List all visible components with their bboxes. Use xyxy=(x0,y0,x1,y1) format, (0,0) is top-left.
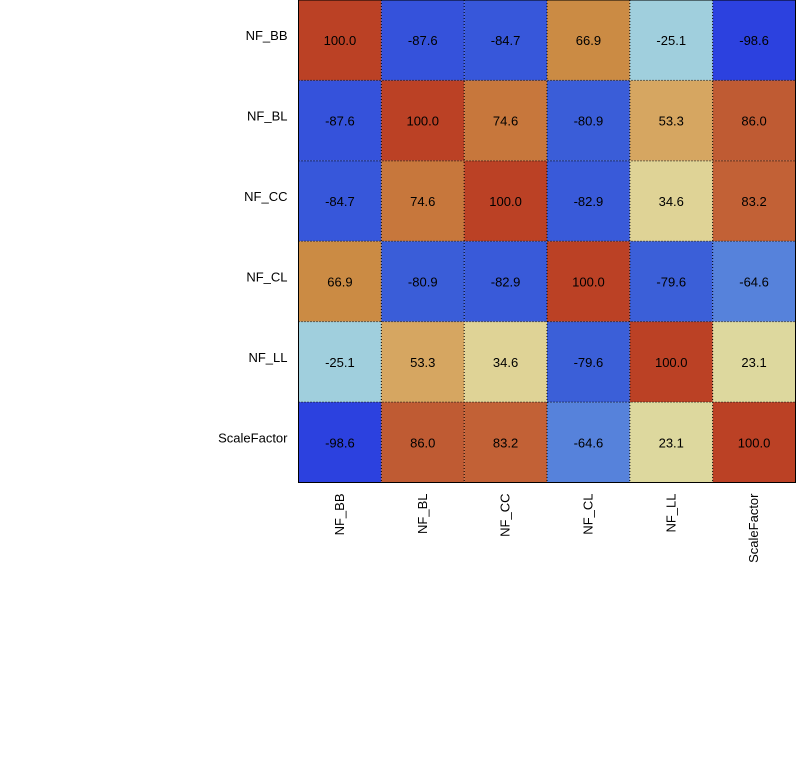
heatmap-cell-ScaleFactor-NF_BL xyxy=(381,402,465,483)
x-tick-label-NF_LL: NF_LL xyxy=(663,494,678,533)
cell-value-label: 23.1 xyxy=(659,435,684,450)
y-tick-label-NF_BB: NF_BB xyxy=(246,28,288,43)
y-tick-label-NF_CL: NF_CL xyxy=(246,269,287,284)
heatmap-cell-ScaleFactor-NF_BB xyxy=(298,402,382,483)
heatmap-cell-NF_BL-NF_BL xyxy=(381,80,465,161)
heatmap-cell-NF_CC-ScaleFactor xyxy=(712,160,796,242)
heatmap-cell-NF_LL-NF_CC xyxy=(464,321,547,403)
cell-value-label: -98.6 xyxy=(325,435,355,450)
cell-value-label: 53.3 xyxy=(410,355,435,370)
heatmap-cell-NF_BL-NF_LL xyxy=(629,80,713,161)
cell-value-label: 83.2 xyxy=(741,194,766,209)
y-tick-label-ScaleFactor: ScaleFactor xyxy=(218,430,288,445)
heatmap-cell-NF_CL-NF_BL xyxy=(381,241,465,322)
cell-value-label: -80.9 xyxy=(574,114,604,129)
cell-value-label: -25.1 xyxy=(656,33,686,48)
y-tick-label-NF_LL: NF_LL xyxy=(248,350,287,365)
cell-value-label: 66.9 xyxy=(327,274,352,289)
x-tick-label-ScaleFactor: ScaleFactor xyxy=(746,493,761,563)
heatmap-cell-NF_BL-ScaleFactor xyxy=(712,80,796,161)
cell-value-label: -64.6 xyxy=(574,435,604,450)
cell-value-label: -82.9 xyxy=(491,274,521,289)
cell-value-label: -87.6 xyxy=(408,33,438,48)
heatmap-cell-NF_BB-NF_CL xyxy=(547,0,630,81)
cell-value-label: -82.9 xyxy=(574,194,604,209)
x-tick-label-NF_BL: NF_BL xyxy=(415,494,430,534)
x-axis-tick-labels: NF_BB NF_BL NF_CC NF_CL NF_LL ScaleFactor xyxy=(332,493,761,563)
heatmap-cell-ScaleFactor-NF_LL xyxy=(629,402,713,483)
cell-value-label: 83.2 xyxy=(493,435,518,450)
heatmap-cell-NF_CC-NF_BB xyxy=(298,160,382,242)
cell-value-label: -84.7 xyxy=(325,194,355,209)
y-tick-label-NF_BL: NF_BL xyxy=(247,109,287,124)
x-tick-label-NF_CC: NF_CC xyxy=(498,494,513,537)
heatmap-cell-NF_BL-NF_CL xyxy=(547,80,630,161)
x-tick-label-NF_BB: NF_BB xyxy=(332,494,347,536)
cell-value-label: 74.6 xyxy=(493,114,518,129)
y-tick-label-NF_CC: NF_CC xyxy=(244,189,287,204)
heatmap-cell-NF_CC-NF_BL xyxy=(381,160,465,242)
cell-value-label: 34.6 xyxy=(659,194,684,209)
heatmap-cell-NF_CL-ScaleFactor xyxy=(712,241,796,322)
cell-value-label: -80.9 xyxy=(408,274,438,289)
cell-value-label: 53.3 xyxy=(659,114,684,129)
heatmap-cell-NF_LL-NF_BL xyxy=(381,321,465,403)
cell-value-label: 86.0 xyxy=(741,114,766,129)
heatmap-cell-NF_BL-NF_CC xyxy=(464,80,547,161)
heatmap-cell-NF_LL-NF_BB xyxy=(298,321,382,403)
heatmap-cell-NF_LL-ScaleFactor xyxy=(712,321,796,403)
cell-value-label: 66.9 xyxy=(576,33,601,48)
cell-value-label: 86.0 xyxy=(410,435,435,450)
heatmap-cell-NF_BL-NF_BB xyxy=(298,80,382,161)
cell-value-label: 74.6 xyxy=(410,194,435,209)
cell-value-label: 100.0 xyxy=(572,274,605,289)
heatmap-cell-NF_BB-NF_LL xyxy=(629,0,713,81)
heatmap-cell-NF_CC-NF_CL xyxy=(547,160,630,242)
heatmap-cell-NF_LL-NF_CL xyxy=(547,321,630,403)
x-tick-label-NF_CL: NF_CL xyxy=(580,494,595,535)
cell-value-label: 100.0 xyxy=(324,33,357,48)
heatmap-cell-ScaleFactor-ScaleFactor xyxy=(712,402,796,483)
cell-value-label: -84.7 xyxy=(491,33,521,48)
cell-value-label: 100.0 xyxy=(655,355,688,370)
heatmap-cell-NF_CL-NF_CL xyxy=(547,241,630,322)
heatmap-value-labels: 100.0 -87.6 -84.7 66.9 -25.1 -98.6 -87.6 100.0 7… xyxy=(324,33,771,450)
cell-value-label: 34.6 xyxy=(493,355,518,370)
heatmap-cell-ScaleFactor-NF_CC xyxy=(464,402,547,483)
cell-value-label: 100.0 xyxy=(489,194,522,209)
y-axis-tick-labels: NF_BB NF_BL NF_CC NF_CL NF_LL ScaleFactor xyxy=(218,28,288,445)
heatmap-cell-NF_LL-NF_LL xyxy=(629,321,713,403)
cell-value-label: 100.0 xyxy=(406,114,439,129)
heatmap-cell-NF_CC-NF_CC xyxy=(464,160,547,242)
heatmap-cell-NF_BB-ScaleFactor xyxy=(712,0,796,81)
heatmap-cell-ScaleFactor-NF_CL xyxy=(547,402,630,483)
cell-value-label: -79.6 xyxy=(574,355,604,370)
cell-value-label: -98.6 xyxy=(739,33,769,48)
heatmap-cell-NF_CL-NF_BB xyxy=(298,241,382,322)
cell-value-label: -79.6 xyxy=(656,274,686,289)
heatmap-cell-NF_CL-NF_CC xyxy=(464,241,547,322)
cell-value-label: -64.6 xyxy=(739,274,769,289)
heatmap-grid xyxy=(298,0,796,483)
heatmap-cells xyxy=(298,0,796,483)
heatmap-cell-NF_BB-NF_BL xyxy=(381,0,465,81)
heatmap-cell-NF_BB-NF_BB xyxy=(298,0,382,81)
cell-value-label: 100.0 xyxy=(738,435,771,450)
cell-value-label: -25.1 xyxy=(325,355,355,370)
cell-value-label: 23.1 xyxy=(741,355,766,370)
heatmap-cell-NF_BB-NF_CC xyxy=(464,0,547,81)
heatmap-cell-NF_CL-NF_LL xyxy=(629,241,713,322)
cell-value-label: -87.6 xyxy=(325,114,355,129)
heatmap-cell-NF_CC-NF_LL xyxy=(629,160,713,242)
